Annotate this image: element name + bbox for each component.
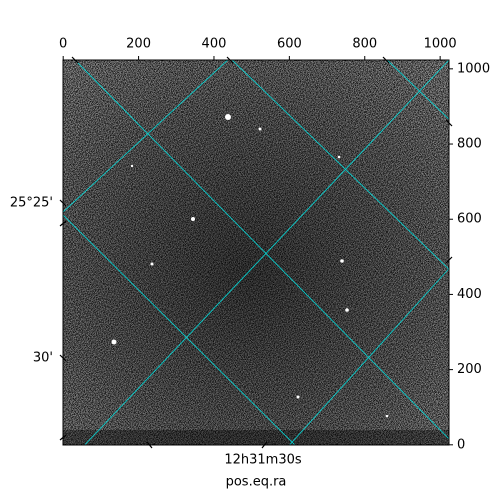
x-tick-label: 600 [277,37,302,52]
x-tick-label: 0 [59,37,67,52]
x-tick-label: 1000 [424,37,457,52]
world-y-label: 30' [33,351,53,366]
y-tick-label: 0 [457,437,465,452]
x-tick-label: 400 [202,37,227,52]
stars [111,114,389,418]
coordinate-grid [63,60,449,445]
plot-frame [62,59,450,446]
image [63,60,449,445]
y-tick-label: 800 [457,137,482,152]
world-x-label: 12h31m30s [224,453,302,468]
y-tick-label: 600 [457,212,482,227]
x-axis-label: pos.eq.ra [226,475,287,490]
x-tick-label: 800 [352,37,377,52]
world-ticks [59,56,453,449]
y-tick-label: 200 [457,362,482,377]
y-tick-label: 400 [457,287,482,302]
world-y-label: 25°25' [10,196,53,211]
y-tick-label: 1000 [457,61,490,76]
x-tick-label: 200 [126,37,151,52]
